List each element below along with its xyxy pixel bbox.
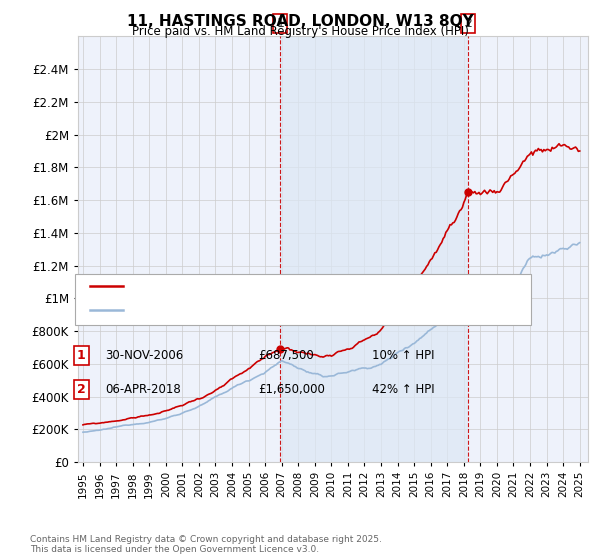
Text: 11, HASTINGS ROAD, LONDON, W13 8QY (detached house): 11, HASTINGS ROAD, LONDON, W13 8QY (deta…: [129, 281, 452, 291]
Text: £1,650,000: £1,650,000: [258, 382, 325, 396]
Text: HPI: Average price, detached house, Ealing: HPI: Average price, detached house, Eali…: [129, 305, 365, 315]
Text: 42% ↑ HPI: 42% ↑ HPI: [372, 382, 434, 396]
Text: 1: 1: [277, 17, 284, 30]
Text: 10% ↑ HPI: 10% ↑ HPI: [372, 349, 434, 362]
Text: 2: 2: [77, 382, 85, 396]
Bar: [280, 36, 468, 462]
Text: £687,500: £687,500: [258, 349, 314, 362]
Text: Price paid vs. HM Land Registry's House Price Index (HPI): Price paid vs. HM Land Registry's House …: [131, 25, 469, 38]
Text: 2: 2: [464, 17, 472, 30]
Text: 11, HASTINGS ROAD, LONDON, W13 8QY: 11, HASTINGS ROAD, LONDON, W13 8QY: [127, 14, 473, 29]
Text: 1: 1: [77, 349, 85, 362]
Text: Contains HM Land Registry data © Crown copyright and database right 2025.
This d: Contains HM Land Registry data © Crown c…: [30, 535, 382, 554]
Text: 06-APR-2018: 06-APR-2018: [105, 382, 181, 396]
Text: 30-NOV-2006: 30-NOV-2006: [105, 349, 183, 362]
